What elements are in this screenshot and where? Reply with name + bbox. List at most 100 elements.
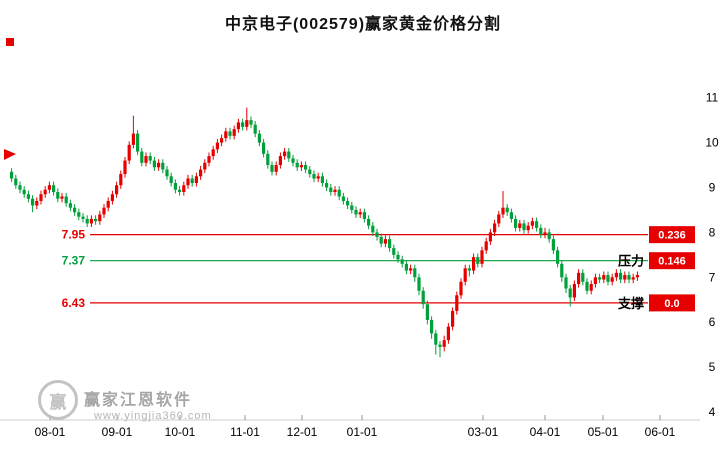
x-tick-label: 10-01 [165, 425, 196, 439]
watermark-name: 赢家江恩软件 [84, 392, 193, 409]
candle [77, 212, 81, 217]
candle [10, 171, 14, 179]
candle [455, 295, 459, 311]
level-annotation: 支撑 [617, 296, 644, 311]
y-tick-label: 8 [709, 225, 716, 239]
candle [623, 275, 627, 280]
y-tick-label: 5 [709, 360, 716, 374]
candle [249, 120, 253, 125]
candle [169, 176, 173, 184]
candle [312, 174, 316, 179]
candle [602, 275, 606, 280]
candle [106, 200, 110, 208]
candle [631, 277, 635, 280]
level-badge [649, 252, 695, 270]
candle [224, 131, 228, 139]
candle [308, 169, 312, 175]
candle [333, 189, 337, 192]
candle [442, 340, 446, 347]
candle [136, 133, 140, 152]
candle [64, 196, 68, 204]
y-tick-label: 9 [709, 181, 716, 195]
candle [39, 194, 43, 201]
level-badge-text: 0.0 [664, 298, 679, 310]
level-label: 7.95 [62, 228, 86, 242]
level-label: 7.37 [62, 254, 86, 268]
candle [539, 227, 543, 235]
candle [367, 218, 371, 226]
candle [194, 176, 198, 184]
candle [190, 178, 194, 184]
candle [522, 223, 526, 231]
candle [463, 268, 467, 282]
candle [564, 277, 568, 289]
candle [392, 248, 396, 255]
candle [35, 200, 39, 206]
page-title: 中京电子(002579)赢家黄金价格分割 [224, 16, 502, 33]
level-label: 6.43 [62, 296, 86, 310]
level-badge-text: 0.146 [658, 256, 686, 268]
candle [94, 218, 98, 222]
candle [480, 250, 484, 264]
candle [157, 162, 161, 168]
candle [337, 189, 341, 197]
candle [47, 185, 51, 190]
x-tick-label: 09-01 [102, 425, 133, 439]
candle [446, 326, 450, 341]
candle [371, 225, 375, 233]
candle [438, 344, 442, 347]
candle [451, 310, 455, 327]
candle [425, 304, 429, 320]
candle [400, 259, 404, 264]
x-tick-label: 08-01 [35, 425, 66, 439]
candle [577, 272, 581, 285]
candle [253, 124, 257, 134]
candle [278, 156, 282, 166]
x-tick-label: 04-01 [530, 425, 561, 439]
candle [358, 212, 362, 215]
candle [123, 160, 127, 175]
level-badge [649, 294, 695, 312]
candle [131, 133, 135, 145]
candle [81, 216, 85, 219]
candle [526, 225, 530, 231]
candle [203, 162, 207, 170]
candle [140, 151, 144, 163]
candle [362, 212, 366, 219]
candle [430, 319, 434, 334]
candle [56, 191, 60, 199]
candle [493, 223, 497, 233]
candle [262, 142, 266, 154]
level-badge-text: 0.236 [658, 230, 686, 242]
candle [165, 169, 169, 177]
candle [110, 194, 114, 201]
candle [73, 207, 77, 213]
candle [220, 138, 224, 143]
candle [346, 200, 350, 206]
candle [467, 268, 471, 271]
candle [52, 185, 56, 192]
candle [22, 189, 26, 195]
candle [472, 257, 476, 271]
candle [560, 263, 564, 278]
candle [417, 277, 421, 291]
candle [228, 131, 232, 136]
watermark-logo: 赢 [38, 380, 78, 420]
candle [102, 207, 106, 215]
candle [270, 165, 274, 172]
candle [295, 162, 299, 168]
candle [505, 207, 509, 213]
x-tick-label: 06-01 [645, 425, 676, 439]
candle [211, 149, 215, 157]
candle [547, 232, 551, 240]
candle [476, 257, 480, 264]
candle [199, 169, 203, 177]
candle [215, 142, 219, 150]
candle [627, 275, 631, 280]
candle [488, 232, 492, 242]
candle [589, 284, 593, 291]
level-badge [649, 226, 695, 244]
candle [459, 281, 463, 296]
candle [26, 194, 30, 199]
